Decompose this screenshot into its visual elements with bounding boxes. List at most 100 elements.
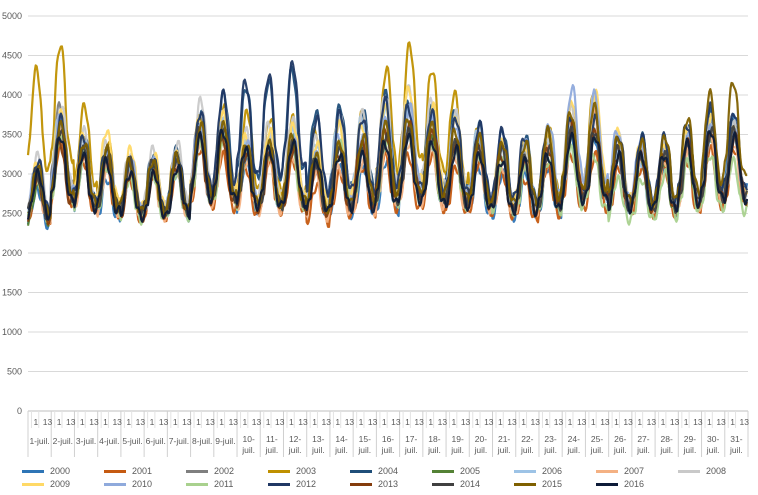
legend-label: 2005 <box>460 466 481 476</box>
day-label: 16-juil. <box>381 434 395 455</box>
hour-tick-label: 1 <box>335 417 340 427</box>
day-label: 30-juil. <box>706 434 720 455</box>
legend-label: 2010 <box>132 479 153 489</box>
hour-tick-label: 13 <box>345 417 355 427</box>
legend-item: 2005 <box>432 466 480 476</box>
legend-swatch <box>268 469 290 473</box>
hour-tick-label: 1 <box>219 417 224 427</box>
hour-tick-label: 13 <box>159 417 169 427</box>
day-label: 13-juil. <box>311 434 325 455</box>
hour-tick-label: 1 <box>661 417 666 427</box>
legend-item: 2007 <box>596 466 644 476</box>
day-label: 5-juil. <box>122 436 142 446</box>
legend-swatch <box>432 482 454 486</box>
hour-tick-label: 1 <box>382 417 387 427</box>
plot-area <box>26 41 749 231</box>
day-label: 24-juil. <box>566 434 580 455</box>
legend-swatch <box>186 469 208 473</box>
hour-tick-label: 1 <box>614 417 619 427</box>
x-axis: 1 131-juil.1 132-juil.1 133-juil.1 134-juil.… <box>27 410 750 457</box>
hour-tick-label: 1 <box>475 417 480 427</box>
legend-label: 2001 <box>132 466 153 476</box>
hour-tick-label: 1 <box>196 417 201 427</box>
legend-label: 2003 <box>296 466 317 476</box>
day-label: 29-juil. <box>683 434 697 455</box>
hour-tick-label: 13 <box>89 417 99 427</box>
day-label: 15-juil. <box>357 434 371 455</box>
legend-label: 2006 <box>542 466 563 476</box>
y-tick-label: 2500 <box>2 209 22 219</box>
legend-label: 2015 <box>542 479 563 489</box>
legend-label: 2014 <box>460 479 481 489</box>
legend-swatch <box>432 469 454 473</box>
legend-item: 2000 <box>22 466 70 476</box>
hour-tick-label: 13 <box>531 417 541 427</box>
hour-tick-label: 13 <box>623 417 633 427</box>
legend-swatch <box>104 482 126 486</box>
legend-swatch <box>514 469 536 473</box>
legend-item: 2006 <box>514 466 562 476</box>
hour-tick-label: 1 <box>33 417 38 427</box>
day-label: 17-juil. <box>404 434 418 455</box>
day-label: 27-juil. <box>636 434 650 455</box>
day-label: 18-juil. <box>427 434 441 455</box>
legend-item: 2008 <box>678 466 726 476</box>
hour-tick-label: 13 <box>484 417 494 427</box>
legend-label: 2016 <box>624 479 645 489</box>
hour-tick-label: 13 <box>577 417 587 427</box>
hour-tick-label: 1 <box>521 417 526 427</box>
legend-label: 2007 <box>624 466 645 476</box>
hour-tick-label: 13 <box>600 417 610 427</box>
legend-item: 2016 <box>596 479 644 489</box>
hour-tick-label: 1 <box>80 417 85 427</box>
day-label: 8-juil. <box>192 436 212 446</box>
hour-tick-label: 13 <box>438 417 448 427</box>
hour-tick-label: 13 <box>112 417 122 427</box>
legend-swatch <box>350 469 372 473</box>
hour-tick-label: 1 <box>289 417 294 427</box>
legend-swatch <box>596 469 618 473</box>
hour-tick-label: 1 <box>498 417 503 427</box>
legend-label: 2000 <box>50 466 71 476</box>
day-label: 21-juil. <box>497 434 511 455</box>
y-tick-label: 500 <box>7 367 22 377</box>
hour-tick-label: 1 <box>150 417 155 427</box>
hour-tick-label: 13 <box>461 417 471 427</box>
hour-tick-label: 1 <box>173 417 178 427</box>
hour-tick-label: 13 <box>670 417 680 427</box>
y-tick-label: 1500 <box>2 288 22 298</box>
series-line-2016 <box>26 128 749 223</box>
legend-swatch <box>514 482 536 486</box>
legend-label: 2004 <box>378 466 399 476</box>
hour-tick-label: 13 <box>740 417 750 427</box>
legend-swatch <box>104 469 126 473</box>
hour-tick-label: 1 <box>103 417 108 427</box>
legend-item: 2012 <box>268 479 316 489</box>
hour-tick-label: 1 <box>405 417 410 427</box>
y-axis-tick-labels: 0 500 1000 1500 2000 2500 3000 3500 4000 4500 5000 <box>2 11 22 416</box>
legend-swatch <box>596 482 618 486</box>
legend-item: 2010 <box>104 479 152 489</box>
y-tick-label: 2000 <box>2 248 22 258</box>
hour-tick-label: 1 <box>730 417 735 427</box>
legend-item: 2014 <box>432 479 480 489</box>
day-label: 7-juil. <box>169 436 189 446</box>
day-label: 4-juil. <box>99 436 119 446</box>
day-label: 3-juil. <box>76 436 96 446</box>
hour-tick-label: 13 <box>205 417 215 427</box>
legend-item: 2015 <box>514 479 562 489</box>
legend-item: 2003 <box>268 466 316 476</box>
y-tick-label: 1000 <box>2 327 22 337</box>
day-label: 31-juil. <box>729 434 743 455</box>
legend-swatch <box>22 469 44 473</box>
hour-tick-label: 13 <box>391 417 401 427</box>
day-label: 11-juil. <box>264 434 278 455</box>
hour-tick-label: 1 <box>359 417 364 427</box>
legend-swatch <box>350 482 372 486</box>
legend-label: 2002 <box>214 466 235 476</box>
hour-tick-label: 13 <box>693 417 703 427</box>
legend-swatch <box>186 482 208 486</box>
legend-item: 2009 <box>22 479 70 489</box>
hour-tick-label: 1 <box>266 417 271 427</box>
